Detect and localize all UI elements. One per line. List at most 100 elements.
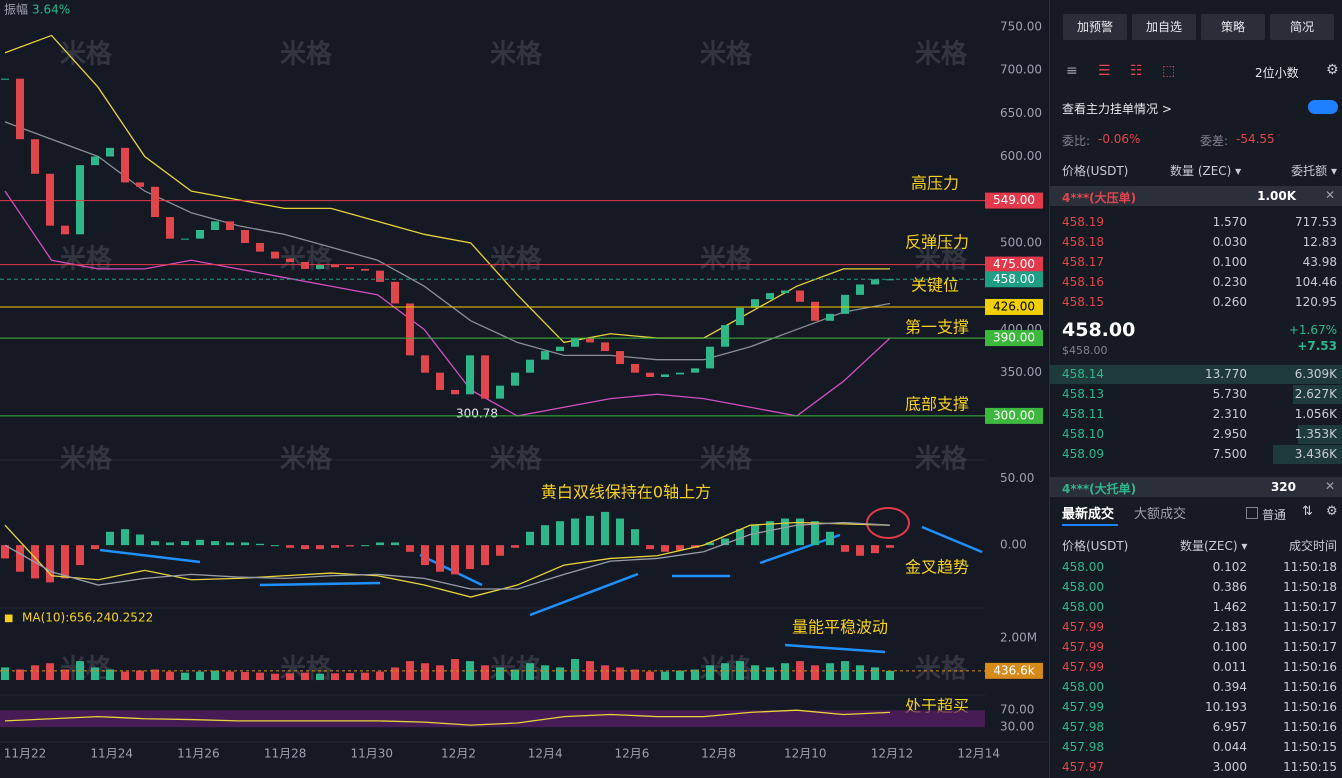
- close-icon[interactable]: ✕: [1324, 188, 1335, 202]
- annotation: 金叉趋势: [905, 558, 969, 577]
- filter-icon[interactable]: ⇅: [1302, 504, 1313, 519]
- macd-bar: [631, 529, 639, 546]
- macd-bar: [736, 529, 744, 546]
- checkbox[interactable]: [1246, 507, 1258, 519]
- diff: -54.55: [1236, 132, 1275, 146]
- amount: 43.98: [1302, 255, 1337, 269]
- macd-bar: [721, 538, 729, 546]
- amount: 6.309K: [1294, 367, 1337, 381]
- amount: 1.353K: [1294, 427, 1337, 441]
- view-icon[interactable]: ☰: [1098, 63, 1111, 79]
- level-box: [985, 330, 1043, 347]
- amount: 3.436K: [1294, 447, 1337, 461]
- button[interactable]: 策略: [1201, 14, 1265, 40]
- settings-icon[interactable]: ⚙: [1326, 62, 1339, 78]
- candle: [826, 313, 834, 321]
- button[interactable]: 加自选: [1132, 14, 1196, 40]
- tab-active[interactable]: 最新成交: [1062, 507, 1115, 522]
- macd-bar: [421, 545, 429, 566]
- button[interactable]: 简况: [1270, 14, 1334, 40]
- volume-bar: [1, 667, 9, 680]
- amplitude-value: 3.64%: [32, 3, 70, 17]
- trade-time: 11:50:16: [1283, 660, 1337, 674]
- macd-bar: [811, 521, 819, 546]
- candle: [226, 221, 234, 230]
- candle: [691, 368, 699, 373]
- macd-bar: [226, 542, 234, 546]
- candle: [61, 225, 69, 235]
- button[interactable]: 加预警: [1063, 14, 1127, 40]
- x-tick-label: 11月30: [351, 747, 394, 761]
- macd-bar: [271, 545, 279, 547]
- candle: [331, 264, 339, 268]
- tab-underline: [1062, 524, 1118, 526]
- settings-icon[interactable]: ⚙: [1326, 504, 1338, 519]
- y-tick-label: 700.00: [1000, 63, 1042, 77]
- macd-bar: [541, 525, 549, 546]
- qty: 13.770: [1205, 367, 1247, 381]
- macd-bar: [361, 545, 369, 547]
- volume-bar: [151, 669, 159, 680]
- volume-bar: [811, 665, 819, 680]
- trade-qty: 6.957: [1212, 720, 1247, 734]
- level-box: [985, 298, 1043, 315]
- view-icon[interactable]: ≡: [1066, 63, 1078, 79]
- tab[interactable]: 大额成交: [1134, 507, 1187, 522]
- watermark: 米格: [60, 444, 113, 475]
- volume-bar: [106, 669, 114, 680]
- toggle[interactable]: [1308, 100, 1338, 114]
- volume-bar: [91, 667, 99, 680]
- macd-bar: [301, 545, 309, 550]
- candle: [601, 342, 609, 352]
- macd-bar: [46, 545, 54, 583]
- depth-link[interactable]: 查看主力挂单情况 >: [1062, 102, 1172, 116]
- candle: [616, 351, 624, 365]
- macd-bar: [241, 542, 249, 546]
- price: 458.09: [1062, 447, 1104, 461]
- trade-header: 价格(USDT): [1062, 539, 1129, 553]
- trade-price: 457.98: [1062, 740, 1104, 754]
- close-icon[interactable]: ✕: [1324, 479, 1335, 493]
- price: 458.19: [1062, 215, 1104, 229]
- volume-bar: [346, 673, 354, 680]
- volume-bar: [226, 671, 234, 680]
- big-row-label: 4***(大托单): [1062, 482, 1137, 496]
- rsi-line: [4, 709, 891, 726]
- view-icon[interactable]: ⬚: [1162, 63, 1176, 79]
- candle: [211, 221, 219, 230]
- volume-bar: [511, 669, 519, 680]
- annotation: 第一支撑: [905, 318, 969, 337]
- candle: [781, 290, 789, 294]
- y-tick-label: 600.00: [1000, 149, 1042, 163]
- volume-bar: [451, 659, 459, 680]
- trade-price: 457.99: [1062, 620, 1104, 634]
- candle: [376, 270, 384, 282]
- watermark: 米格: [915, 39, 968, 70]
- annotation: 底部支撑: [905, 395, 969, 414]
- highlight-circle: [866, 507, 910, 539]
- level-box: [985, 407, 1043, 424]
- y-tick-label: 0.00: [1000, 538, 1027, 552]
- macd-bar: [181, 541, 189, 546]
- volume-bar: [166, 671, 174, 680]
- watermark: 米格: [915, 444, 968, 475]
- volume-bar: [646, 671, 654, 680]
- candle: [196, 230, 204, 239]
- trade-qty: 0.100: [1212, 640, 1247, 654]
- candle: [496, 385, 504, 399]
- candle: [676, 372, 684, 375]
- macd-bar: [151, 541, 159, 546]
- level-label: 475.00: [993, 257, 1035, 271]
- watermark: 米格: [280, 444, 333, 475]
- candle: [91, 156, 99, 166]
- qty: 0.260: [1212, 295, 1247, 309]
- view-icon[interactable]: ☷: [1130, 63, 1143, 79]
- price: 458.15: [1062, 295, 1104, 309]
- decimals[interactable]: 2位小数: [1255, 66, 1299, 80]
- volume-bar: [691, 669, 699, 680]
- trade-price: 458.00: [1062, 560, 1104, 574]
- watermark: 米格: [280, 39, 333, 70]
- macd-bar: [676, 545, 684, 551]
- watermark: 米格: [490, 244, 543, 275]
- candle: [46, 173, 54, 226]
